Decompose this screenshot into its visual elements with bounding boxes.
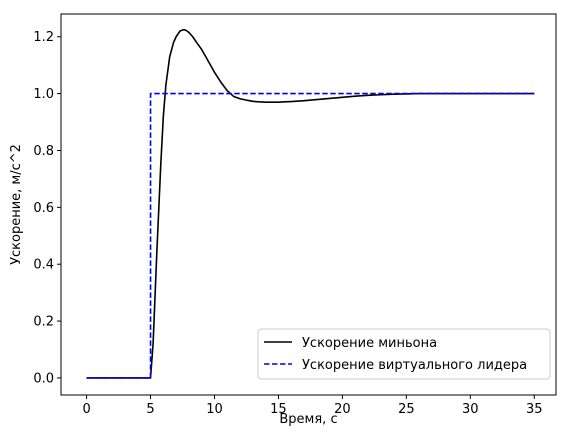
- y-tick-label: 0.2: [33, 315, 54, 330]
- x-tick-label: 30: [462, 402, 479, 417]
- y-axis-label: Ускорение, м/с^2: [9, 144, 24, 265]
- y-tick-label: 1.0: [33, 87, 54, 102]
- x-tick-label: 0: [82, 402, 90, 417]
- y-tick-label: 0.0: [33, 371, 54, 386]
- y-axis-ticks: 0.0 0.2 0.4 0.6 0.8 1.0 1.2: [33, 30, 61, 386]
- y-tick-label: 0.8: [33, 144, 54, 159]
- legend: Ускорение миньона Ускорение виртуального…: [258, 329, 550, 379]
- y-tick-label: 0.6: [33, 201, 54, 216]
- x-axis-label: Время, с: [279, 412, 337, 427]
- legend-label-minion: Ускорение миньона: [302, 336, 437, 351]
- x-tick-label: 10: [206, 402, 223, 417]
- legend-label-leader: Ускорение виртуального лидера: [302, 358, 527, 373]
- x-tick-label: 5: [146, 402, 154, 417]
- y-tick-label: 0.4: [33, 258, 54, 273]
- x-tick-label: 35: [526, 402, 543, 417]
- x-tick-label: 25: [398, 402, 415, 417]
- y-tick-label: 1.2: [33, 30, 54, 45]
